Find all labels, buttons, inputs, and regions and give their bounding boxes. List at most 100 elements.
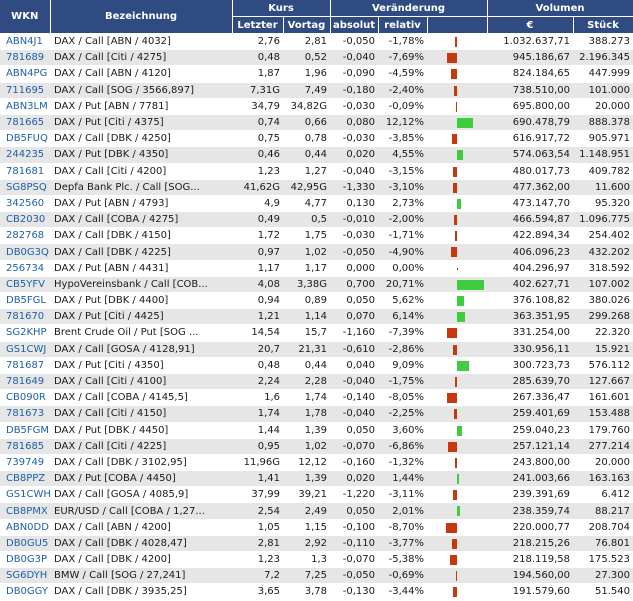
table-row[interactable]: 282768 DAX / Call [DBK / 4150] 1,72 1,75 -0,… [0, 227, 633, 245]
wkn-link[interactable]: DB5FGL [0, 292, 50, 310]
table-row[interactable]: DB0GGY DAX / Call [DBK / 3935,25] 3,65 3,78… [0, 583, 633, 601]
product-name: DAX / Call [ABN / 4200] [50, 519, 232, 536]
table-row[interactable]: ABN0DD DAX / Call [ABN / 4200] 1,05 1,15 -0,… [0, 519, 633, 536]
wkn-link[interactable]: DB5FUQ [0, 130, 50, 148]
table-row[interactable]: ABN4J1 DAX / Call [ABN / 4032] 2,76 2,81 -0,… [0, 33, 633, 51]
change-bar-cell [427, 405, 488, 423]
wkn-link[interactable]: SG6DYH [0, 567, 50, 585]
previous-price: 1,15 [283, 519, 331, 536]
table-row[interactable]: DB0GU5 DAX / Call [DBK / 4028,47] 2,81 2,92… [0, 535, 633, 553]
table-row[interactable]: 781670 DAX / Put [Citi / 4425] 1,21 1,14 0,0… [0, 308, 633, 326]
wkn-link[interactable]: 781685 [0, 438, 50, 455]
change-bar-cell [427, 65, 488, 83]
table-row[interactable]: ABN4PG DAX / Call [ABN / 4120] 1,87 1,96 -0,… [0, 65, 633, 83]
table-row[interactable]: 256734 DAX / Put [ABN / 4431] 1,17 1,17 0,00… [0, 260, 633, 277]
table-row[interactable]: 781689 DAX / Call [Citi / 4275] 0,48 0,52 -0… [0, 49, 633, 67]
volume-quantity: 153.488 [573, 405, 633, 423]
wkn-link[interactable]: 781681 [0, 163, 50, 180]
product-name: DAX / Call [Citi / 4275] [50, 49, 232, 67]
product-name: DAX / Call [Citi / 4200] [50, 163, 232, 180]
table-row[interactable]: 781681 DAX / Call [Citi / 4200] 1,23 1,27 -0… [0, 163, 633, 180]
change-bar-cell [427, 179, 488, 196]
wkn-link[interactable]: CB8PPZ [0, 470, 50, 488]
wkn-link[interactable]: CB5YFV [0, 276, 50, 294]
wkn-link[interactable]: 781689 [0, 49, 50, 67]
wkn-link[interactable]: 739749 [0, 454, 50, 472]
wkn-link[interactable]: ABN3LM [0, 98, 50, 115]
volume-euro: 404.296,97 [487, 260, 574, 277]
change-relative: 5,62% [378, 292, 428, 310]
wkn-link[interactable]: ABN0DD [0, 519, 50, 536]
table-row[interactable]: GS1CWH DAX / Call [GOSA / 4085,9] 37,99 39,… [0, 486, 633, 504]
wkn-link[interactable]: GS1CWJ [0, 341, 50, 358]
volume-euro: 191.579,60 [487, 583, 574, 601]
table-row[interactable]: 342560 DAX / Put [ABN / 4793] 4,9 4,77 0,130… [0, 195, 633, 213]
table-row[interactable]: CB090R DAX / Call [COBA / 4145,5] 1,6 1,74-… [0, 389, 633, 407]
product-name: DAX / Call [GOSA / 4128,91] [50, 341, 232, 358]
change-relative: 2,73% [378, 195, 428, 213]
table-row[interactable]: 781687 DAX / Put [Citi / 4350] 0,48 0,44 0,0… [0, 357, 633, 374]
wkn-link[interactable]: 342560 [0, 195, 50, 213]
wkn-link[interactable]: 711695 [0, 82, 50, 99]
change-bar-cell [427, 486, 488, 504]
col-change-bar-header [427, 16, 488, 34]
table-row[interactable]: SG2KHP Brent Crude Oil / Put [SOG ... 14,5… [0, 324, 633, 342]
wkn-link[interactable]: 244235 [0, 146, 50, 164]
table-row[interactable]: DB0G3Q DAX / Call [DBK / 4225] 0,97 1,02 -0,… [0, 243, 633, 261]
positive-change-bar [457, 425, 463, 436]
last-price: 0,48 [232, 357, 283, 374]
wkn-link[interactable]: 781670 [0, 308, 50, 326]
table-row[interactable]: 244235 DAX / Put [DBK / 4350] 0,46 0,44 0,02… [0, 146, 633, 164]
previous-price: 15,7 [283, 324, 331, 342]
wkn-link[interactable]: 781687 [0, 357, 50, 374]
last-price: 3,65 [232, 583, 283, 601]
change-absolute: -1,330 [330, 179, 379, 196]
wkn-link[interactable]: 256734 [0, 260, 50, 277]
change-bar-cell [427, 98, 488, 115]
table-row[interactable]: CB2030 DAX / Call [COBA / 4275] 0,49 0,5 -0,… [0, 211, 633, 229]
wkn-link[interactable]: CB2030 [0, 211, 50, 229]
table-row[interactable]: DB5FUQ DAX / Call [DBK / 4250] 0,75 0,78 -0,… [0, 130, 633, 148]
wkn-link[interactable]: DB0GGY [0, 583, 50, 601]
wkn-link[interactable]: ABN4J1 [0, 33, 50, 51]
table-row[interactable]: 781649 DAX / Call [Citi / 4100] 2,24 2,28 -0… [0, 373, 633, 391]
wkn-link[interactable]: SG8PSQ [0, 179, 50, 196]
wkn-link[interactable]: DB0G3Q [0, 243, 50, 261]
wkn-link[interactable]: ABN4PG [0, 65, 50, 83]
wkn-link[interactable]: CB8PMX [0, 502, 50, 520]
table-row[interactable]: DB5FGL DAX / Put [DBK / 4400] 0,94 0,89 0,05… [0, 292, 633, 310]
volume-euro: 422.894,34 [487, 227, 574, 245]
product-name: DAX / Call [DBK / 4150] [50, 227, 232, 245]
table-row[interactable]: SG8PSQ Depfa Bank Plc. / Call [SOG... 41,6… [0, 179, 633, 196]
positive-change-bar [457, 296, 465, 306]
volume-euro: 218.215,26 [487, 535, 574, 553]
table-row[interactable]: CB8PPZ DAX / Put [COBA / 4450] 1,41 1,39 0,0… [0, 470, 633, 488]
table-row[interactable]: SG6DYH BMW / Call [SOG / 27,241] 7,2 7,25 -0… [0, 567, 633, 585]
volume-quantity: 432.202 [573, 243, 633, 261]
table-row[interactable]: ABN3LM DAX / Put [ABN / 7781] 34,79 34,82G -… [0, 98, 633, 115]
wkn-link[interactable]: 282768 [0, 227, 50, 245]
table-row[interactable]: 781685 DAX / Call [Citi / 4225] 0,95 1,02 -0… [0, 438, 633, 455]
wkn-link[interactable]: 781673 [0, 405, 50, 423]
table-row[interactable]: CB8PMX EUR/USD / Call [COBA / 1,27... 2,54… [0, 502, 633, 520]
table-row[interactable]: CB5YFV HypoVereinsbank / Call [COB... 4,08… [0, 276, 633, 294]
product-name: DAX / Call [SOG / 3566,897] [50, 82, 232, 99]
table-row[interactable]: 739749 DAX / Call [DBK / 3102,95] 11,96G 12… [0, 454, 633, 472]
table-row[interactable]: DB5FGM DAX / Put [DBK / 4450] 1,44 1,39 0,05… [0, 422, 633, 439]
table-row[interactable]: GS1CWJ DAX / Call [GOSA / 4128,91] 20,7 21,… [0, 341, 633, 358]
table-row[interactable]: 711695 DAX / Call [SOG / 3566,897] 7,31G 7,… [0, 82, 633, 99]
wkn-link[interactable]: DB0GU5 [0, 535, 50, 553]
wkn-link[interactable]: 781665 [0, 114, 50, 132]
last-price: 7,2 [232, 567, 283, 585]
table-row[interactable]: 781665 DAX / Put [Citi / 4375] 0,74 0,66 0,0… [0, 114, 633, 132]
wkn-link[interactable]: GS1CWH [0, 486, 50, 504]
wkn-link[interactable]: SG2KHP [0, 324, 50, 342]
table-row[interactable]: 781673 DAX / Call [Citi / 4150] 1,74 1,78 -0… [0, 405, 633, 423]
product-name: DAX / Call [DBK / 4028,47] [50, 535, 232, 553]
change-relative: 4,55% [378, 146, 428, 164]
volume-euro: 1.032.637,71 [487, 33, 574, 51]
volume-euro: 690.478,79 [487, 114, 574, 132]
wkn-link[interactable]: DB5FGM [0, 422, 50, 439]
wkn-link[interactable]: CB090R [0, 389, 50, 407]
wkn-link[interactable]: 781649 [0, 373, 50, 391]
